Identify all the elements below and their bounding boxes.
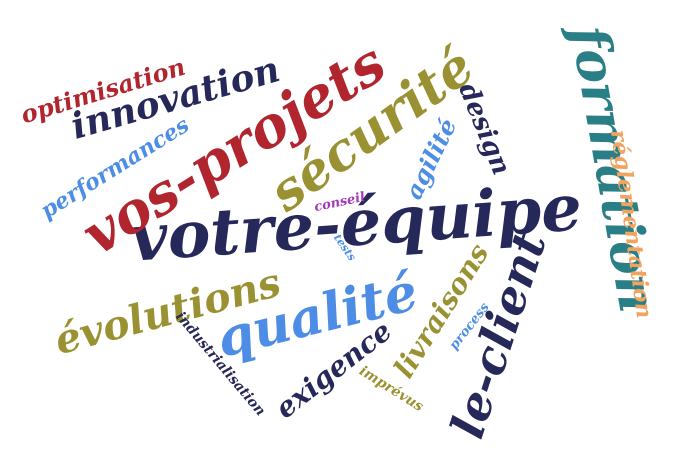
word-design: design <box>452 78 517 180</box>
